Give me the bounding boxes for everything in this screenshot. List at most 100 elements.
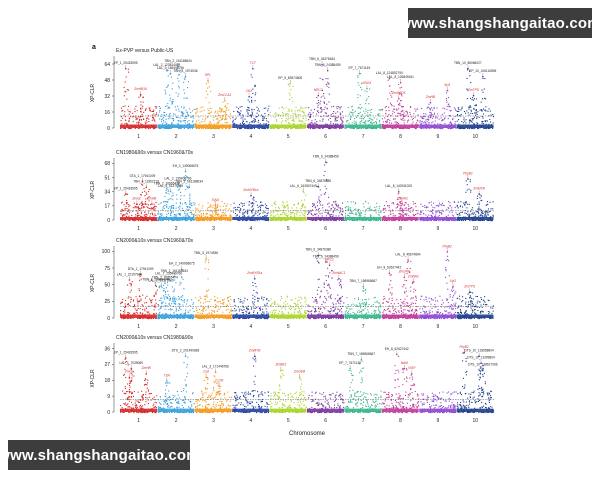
peak-label: DTA_1_17941009 [130,174,156,178]
peak-point [325,261,327,263]
peak-point [181,268,183,271]
peak-label: PhyB2 [443,244,453,248]
peak-point [145,186,147,189]
chromosome-band-6 [307,124,344,128]
peak-label: ZmMYB [248,349,261,353]
chromosome-band-1 [120,314,157,318]
chromosome-label: 9 [437,418,440,424]
panel-title: CN1980&90s versus CN1960&70s [116,150,193,156]
chromosome-label: 4 [250,324,253,330]
snp-points-background [120,68,495,130]
peak-label: LAL_2_135406766 [164,176,191,180]
peak-label: ZmNAC1 [331,271,345,275]
y-axis-label: XP-CLR [90,180,96,199]
peak-label: ZmGRF [398,270,411,274]
peak-point [248,96,250,98]
peak-point [403,276,406,279]
y-tick-label: 48 [104,78,110,84]
peak-label: EH_2_149068675 [173,164,199,168]
peak-label: PhyB2 [463,171,473,175]
peak-label: TBN_6_24388459 [315,63,341,67]
peak-point [482,369,484,372]
chromosome-band-5 [269,124,307,128]
panel-title: CN2000&10s versus CN1960&70s [116,238,193,244]
peak-point [403,367,406,370]
chromosome-label: 7 [362,134,365,140]
peak-point [224,100,226,102]
peak-label: ZmTPS [467,88,480,92]
peak-label: LAL_2_51379569 [158,184,183,188]
peak-point [321,64,323,66]
y-axis-label: XP-CLR [90,369,96,388]
peak-label: DTS_10_138617066 [468,363,498,367]
peak-point [166,380,168,382]
chromosome-band-1 [120,217,157,220]
y-tick-label: 64 [104,62,110,68]
chromosome-band-6 [307,217,344,220]
peak-label: KNOX [362,81,372,85]
y-tick-label: 0 [107,316,110,322]
peak-label: TBN_2_161188634 [161,269,189,273]
peak-label: ZmMYB1a [242,188,258,192]
peak-point [298,376,301,379]
peak-point [446,90,449,92]
peak-label: EP_1_25433595 [114,61,138,65]
y-tick-label: 18 [104,378,110,384]
peak-point [463,352,465,354]
peak-label: LAL_2_135406766 [155,272,182,276]
chromosome-label: 5 [287,418,290,424]
peak-label: TBN_2_26665474 [152,276,178,280]
peak-point [177,66,179,68]
y-tick-label: 36 [104,346,110,352]
manhattan-panel-1: Ex-PVP versus Public-US016324864XP-CLREP… [90,48,497,140]
peak-point [173,276,176,278]
peak-point [398,190,400,193]
y-tick-label: 0 [107,126,110,132]
peak-label: ZmHB16 [133,87,147,91]
y-tick-label: 17 [104,204,110,210]
chromosome-label: 10 [473,324,479,330]
chromosome-label: 7 [362,324,365,330]
peak-label: TBN_3_1974536 [173,69,197,73]
chromosome-label: 6 [324,226,327,232]
peak-label: PhyB2 [459,345,469,349]
peak-label: LAL_3_171446766 [202,364,229,368]
peak-point [145,373,147,375]
chromosome-label: 2 [175,134,178,140]
peak-point [205,258,207,260]
chromosome-band-5 [269,217,307,220]
peak-label: NRC2 [325,258,334,262]
peak-label: DTS_2_201490883 [172,349,200,353]
chromosome-band-7 [344,217,382,220]
panel-title: CN2000&10s versus CN1980&90s [116,335,193,341]
peak-point [254,355,256,357]
peak-point [168,278,170,281]
peak-point [478,355,480,357]
peak-label: Xyl1 [449,279,456,283]
peak-point [280,369,282,372]
peak-point [184,76,187,78]
peak-label: ZmNAC [407,274,420,278]
peak-label: LAL_8_140911025 [385,184,412,188]
peak-label: EH_8_62627442 [377,266,401,270]
peak-label: TBN_2_161188634 [164,59,192,63]
chromosome-band-8 [381,217,419,220]
peak-point [125,193,127,195]
peak-point [125,68,127,70]
peak-label: TBN_7_156968667 [347,352,375,356]
peak-label: CC2R [215,379,224,383]
chromosome-label: 10 [473,226,479,232]
peak-point [366,88,368,90]
peak-point [478,193,480,195]
peak-label: EP_5_83574608 [278,76,302,80]
peak-point [317,254,320,257]
panel-label: a [92,44,96,51]
peak-point [328,264,331,267]
y-tick-label: 9 [107,394,110,400]
peak-point [467,178,469,180]
peak-label: EP_7_7671145 [348,66,370,70]
peak-point [360,359,363,361]
peak-point [338,278,340,280]
chromosome-label: 4 [250,134,253,140]
peak-label: ZmBB1 [274,363,286,367]
